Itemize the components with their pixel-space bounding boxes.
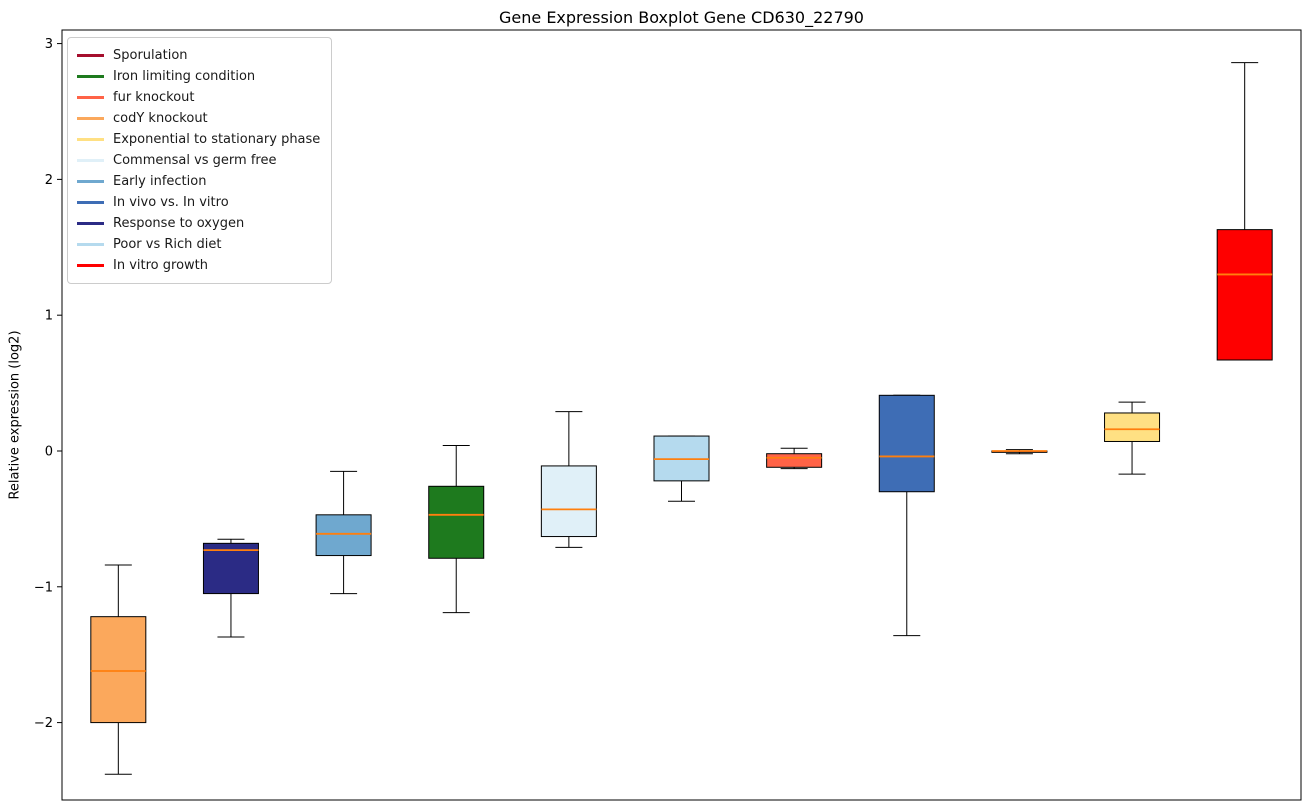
- boxplot-group: [991, 449, 1048, 455]
- legend-color-swatch: [77, 138, 104, 141]
- axes-frame: [61, 29, 1302, 801]
- legend-item: codY knockout: [77, 108, 320, 129]
- legend-item: Early infection: [77, 171, 320, 192]
- legend-label: Early infection: [113, 174, 207, 189]
- legend-label: In vitro growth: [113, 258, 208, 273]
- y-tick-label: 0: [45, 444, 53, 459]
- boxplot-group: [90, 564, 147, 775]
- y-tick-label: −2: [34, 716, 53, 731]
- legend-label: Response to oxygen: [113, 216, 245, 231]
- legend-color-swatch: [77, 180, 104, 183]
- legend-color-swatch: [77, 264, 104, 267]
- box: [90, 616, 147, 724]
- boxplot-group: [428, 445, 485, 614]
- legend-item: In vitro growth: [77, 255, 320, 276]
- box: [428, 485, 485, 559]
- y-tick-label: −1: [34, 580, 53, 595]
- y-tick-label: 3: [45, 37, 53, 52]
- boxplot-group: [653, 435, 710, 502]
- legend-color-swatch: [77, 117, 104, 120]
- legend-label: Commensal vs germ free: [113, 153, 277, 168]
- box: [1104, 412, 1161, 442]
- legend-label: Poor vs Rich diet: [113, 237, 222, 252]
- legend-item: Sporulation: [77, 45, 320, 66]
- boxplot-group: [1216, 62, 1273, 361]
- legend: Sporulation Iron limiting condition fur kn…: [67, 37, 333, 284]
- legend-item: Response to oxygen: [77, 213, 320, 234]
- y-tick-label: 2: [45, 173, 53, 188]
- y-tick-label: 1: [45, 309, 53, 324]
- legend-item: Poor vs Rich diet: [77, 234, 320, 255]
- legend-label: codY knockout: [113, 111, 208, 126]
- legend-color-swatch: [77, 159, 104, 162]
- legend-label: Sporulation: [113, 48, 188, 63]
- boxplot-group: [878, 394, 935, 637]
- box: [878, 394, 935, 493]
- legend-item: Commensal vs germ free: [77, 150, 320, 171]
- legend-color-swatch: [77, 222, 104, 225]
- boxplot-group: [766, 447, 823, 470]
- legend-color-swatch: [77, 243, 104, 246]
- box: [1216, 229, 1273, 361]
- chart-title: Gene Expression Boxplot Gene CD630_22790: [499, 8, 864, 27]
- box: [202, 542, 259, 595]
- legend-color-swatch: [77, 75, 104, 78]
- legend-label: Exponential to stationary phase: [113, 132, 321, 147]
- legend-label: Iron limiting condition: [113, 69, 256, 84]
- box: [315, 514, 372, 557]
- legend-label: fur knockout: [113, 90, 195, 105]
- boxplot-group: [1104, 401, 1161, 475]
- legend-color-swatch: [77, 54, 104, 57]
- legend-item: fur knockout: [77, 87, 320, 108]
- boxplot-group: [202, 538, 259, 638]
- legend-color-swatch: [77, 96, 104, 99]
- box: [766, 453, 823, 468]
- legend-color-swatch: [77, 201, 104, 204]
- boxplot-group: [315, 470, 372, 595]
- legend-item: Iron limiting condition: [77, 66, 320, 87]
- box: [540, 465, 597, 538]
- legend-label: In vivo vs. In vitro: [113, 195, 229, 210]
- legend-item: Exponential to stationary phase: [77, 129, 320, 150]
- legend-item: In vivo vs. In vitro: [77, 192, 320, 213]
- boxplot-group: [540, 411, 597, 548]
